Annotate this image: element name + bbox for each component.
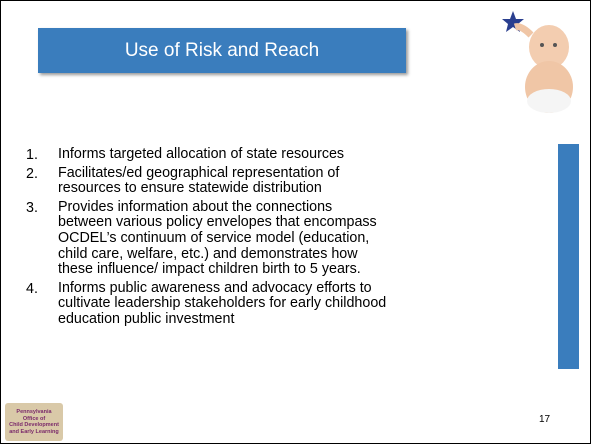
item-text: resources to ensure statewide distributi… — [58, 181, 546, 197]
slide: Use of Risk and Reach 1. Informs targeted… — [0, 0, 591, 444]
item-text: between various policy envelopes that en… — [58, 215, 546, 231]
item-text: Facilitates/ed geographical representati… — [58, 166, 546, 182]
slide-title: Use of Risk and Reach — [38, 28, 406, 73]
item-text: these influence/ impact children birth t… — [58, 262, 546, 278]
item-text: Informs targeted allocation of state res… — [58, 147, 546, 163]
item-text: Informs public awareness and advocacy ef… — [58, 281, 546, 297]
item-number: 4. — [26, 281, 38, 297]
item-number: 1. — [26, 147, 38, 163]
baby-image — [501, 5, 581, 120]
side-bar — [558, 144, 579, 369]
logo-text: Child Development — [5, 422, 63, 429]
item-text: OCDEL’s continuum of service model (educ… — [58, 231, 546, 247]
item-text: child care, welfare, etc.) and demonstra… — [58, 247, 546, 263]
item-number: 3. — [26, 200, 38, 216]
list-item: 1. Informs targeted allocation of state r… — [26, 147, 546, 163]
item-number: 2. — [26, 166, 38, 182]
item-text: education public investment — [58, 312, 546, 328]
bullet-list: 1. Informs targeted allocation of state r… — [26, 147, 546, 331]
item-text: Provides information about the connectio… — [58, 200, 546, 216]
list-item: 2. Facilitates/ed geographical representa… — [26, 166, 546, 197]
logo-text: and Early Learning — [5, 429, 63, 436]
item-text: cultivate leadership stakeholders for ea… — [58, 296, 546, 312]
list-item: 3. Provides information about the connect… — [26, 200, 546, 278]
page-number: 17 — [539, 414, 550, 425]
list-item: 4. Informs public awareness and advocacy … — [26, 281, 546, 328]
